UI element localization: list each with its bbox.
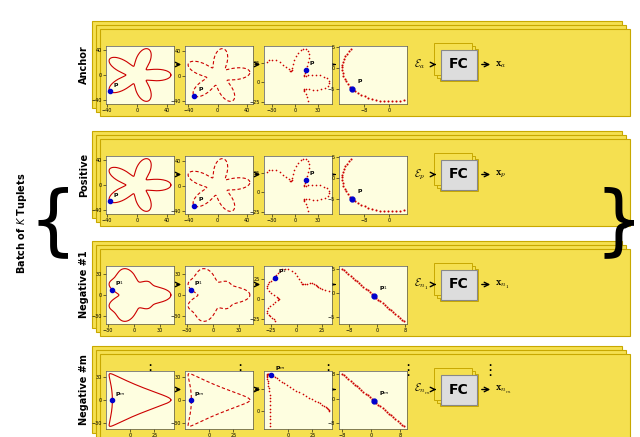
FancyBboxPatch shape [434,368,472,399]
Text: $\mathbf{x}_{n_m}$: $\mathbf{x}_{n_m}$ [495,384,511,395]
Text: $\mathcal{E}_{n_m}$: $\mathcal{E}_{n_m}$ [414,382,431,397]
FancyBboxPatch shape [437,266,475,298]
FancyBboxPatch shape [92,346,622,433]
Text: ⋮: ⋮ [321,363,335,378]
FancyBboxPatch shape [96,25,626,112]
Text: $\mathbf{p}$: $\mathbf{p}$ [113,81,119,89]
Text: FC: FC [449,58,469,72]
Text: $\{$: $\{$ [28,186,68,261]
Text: $\mathbf{p}_m$: $\mathbf{p}_m$ [275,364,285,372]
FancyBboxPatch shape [100,139,630,226]
Text: $\mathbf{p}_1$: $\mathbf{p}_1$ [115,279,124,287]
Text: Anchor: Anchor [79,45,89,84]
FancyBboxPatch shape [100,29,630,116]
Text: ⋮: ⋮ [232,363,248,378]
FancyBboxPatch shape [440,374,478,406]
FancyBboxPatch shape [437,371,475,402]
FancyBboxPatch shape [92,241,622,328]
FancyBboxPatch shape [441,375,477,405]
Text: $\mathbf{p}_m$: $\mathbf{p}_m$ [195,390,205,398]
FancyBboxPatch shape [440,268,478,301]
Text: $\}$: $\}$ [595,186,636,261]
Text: $\mathbf{p}$: $\mathbf{p}$ [357,187,364,194]
FancyBboxPatch shape [434,42,472,74]
Text: $\mathbf{p}_1$: $\mathbf{p}_1$ [379,284,388,291]
Text: $\mathbf{p}_m$: $\mathbf{p}_m$ [379,388,390,397]
FancyBboxPatch shape [440,159,478,191]
Text: $\mathbf{p}_1$: $\mathbf{p}_1$ [194,279,203,287]
Text: $\mathbf{x}_{n_1}$: $\mathbf{x}_{n_1}$ [495,278,509,291]
FancyBboxPatch shape [437,45,475,77]
Text: Batch of $K$ Tuplets: Batch of $K$ Tuplets [15,173,29,274]
Text: FC: FC [449,382,469,396]
FancyBboxPatch shape [92,21,622,108]
FancyBboxPatch shape [96,350,626,437]
Text: Negative #1: Negative #1 [79,251,89,318]
FancyBboxPatch shape [441,270,477,299]
Text: $\mathbf{p}$: $\mathbf{p}$ [198,85,204,93]
FancyBboxPatch shape [440,49,478,80]
FancyBboxPatch shape [437,156,475,187]
FancyBboxPatch shape [96,135,626,222]
Text: ⋮: ⋮ [401,363,415,378]
FancyBboxPatch shape [100,354,630,437]
Text: FC: FC [449,277,469,291]
Text: $\mathbf{x}_a$: $\mathbf{x}_a$ [495,59,507,70]
Text: ⋮: ⋮ [483,363,498,378]
Text: $\mathbf{p}_m$: $\mathbf{p}_m$ [115,390,126,398]
FancyBboxPatch shape [434,153,472,184]
Text: ⋮: ⋮ [142,363,157,378]
Text: $\mathbf{p}$: $\mathbf{p}$ [309,170,315,177]
Text: $\mathbf{p}$: $\mathbf{p}$ [357,76,364,85]
Text: $\mathbf{p}$: $\mathbf{p}$ [309,59,315,67]
FancyBboxPatch shape [441,49,477,80]
Text: $\mathcal{E}_a$: $\mathcal{E}_a$ [414,58,426,71]
Text: $\mathbf{p}$: $\mathbf{p}$ [113,191,119,199]
Text: $\mathbf{p}_1$: $\mathbf{p}_1$ [278,267,287,275]
Text: $\mathcal{E}_p$: $\mathcal{E}_p$ [414,167,426,182]
FancyBboxPatch shape [441,160,477,190]
Text: $\mathcal{E}_{n_1}$: $\mathcal{E}_{n_1}$ [414,277,429,292]
Text: Negative #m: Negative #m [79,354,89,425]
Text: $\mathbf{x}_p$: $\mathbf{x}_p$ [495,169,507,180]
Text: $\mathbf{p}$: $\mathbf{p}$ [198,195,204,203]
FancyBboxPatch shape [434,263,472,295]
FancyBboxPatch shape [96,245,626,332]
FancyBboxPatch shape [92,131,622,218]
FancyBboxPatch shape [100,249,630,336]
Text: Positive: Positive [79,153,89,197]
Text: FC: FC [449,167,469,181]
